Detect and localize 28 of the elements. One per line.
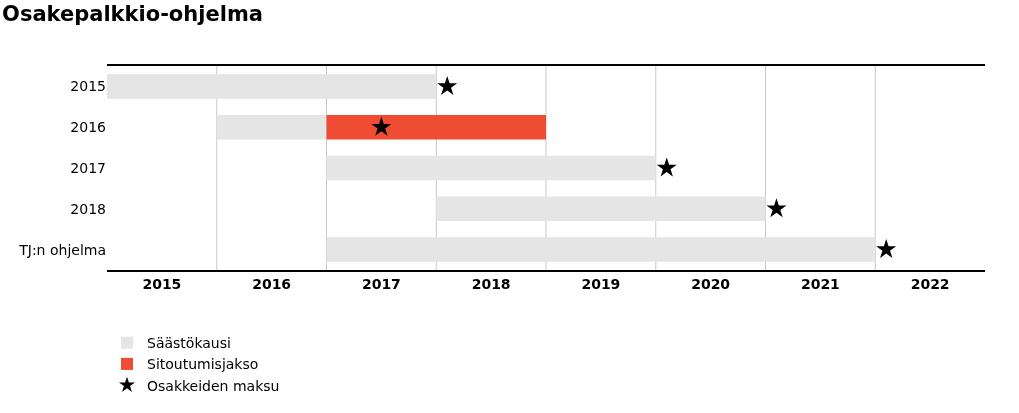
point — [656, 157, 677, 177]
bar — [326, 237, 876, 262]
x-tick-label: 2022 — [910, 275, 950, 292]
y-tick-label: 2017 — [70, 159, 106, 176]
y-tick-label: 2018 — [70, 200, 106, 217]
x-tick-label: 2015 — [142, 275, 182, 292]
point — [437, 75, 458, 95]
legend-label: Osakkeiden maksu — [147, 377, 280, 394]
x-tick-label: 2017 — [361, 275, 401, 292]
bar — [326, 155, 656, 181]
point — [876, 239, 897, 259]
legend-label: Sitoutumisjakso — [147, 356, 259, 373]
point — [371, 116, 392, 136]
bar — [107, 74, 437, 99]
x-tick-label: 2020 — [691, 275, 731, 292]
y-tick-label: 2016 — [70, 119, 107, 136]
legend-label: Säästökausi — [147, 335, 231, 352]
point — [766, 198, 787, 218]
bar — [216, 114, 327, 140]
y-tick-label: TJ:n ohjelma — [18, 241, 106, 258]
bar — [436, 196, 766, 222]
x-tick-label: 2018 — [471, 275, 511, 292]
x-tick-label: 2021 — [800, 275, 840, 292]
x-tick-label: 2019 — [581, 275, 621, 292]
chart-title: Osakepalkkio-ohjelma — [2, 1, 263, 26]
x-tick-label: 2016 — [252, 275, 292, 292]
bar — [326, 114, 546, 140]
y-tick-label: 2015 — [70, 78, 106, 95]
